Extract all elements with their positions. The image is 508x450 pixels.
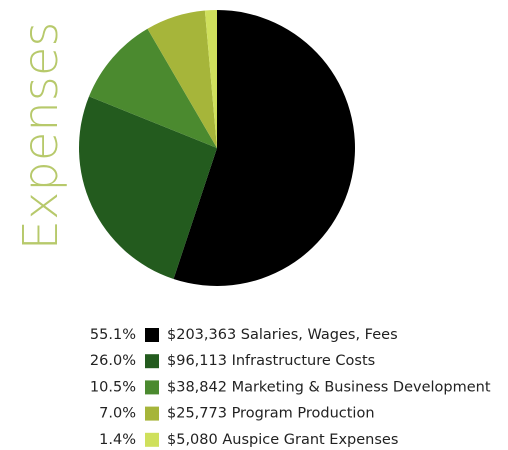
legend-swatch bbox=[145, 354, 159, 369]
legend-label: $96,113 Infrastructure Costs bbox=[167, 353, 375, 369]
pie-slice bbox=[79, 96, 217, 279]
legend-label: $25,773 Program Production bbox=[167, 406, 375, 422]
legend-label: $5,080 Auspice Grant Expenses bbox=[167, 432, 398, 448]
legend-percent: 26.0% bbox=[90, 353, 136, 369]
legend-percent: 55.1% bbox=[90, 327, 136, 343]
pie-slice bbox=[147, 10, 217, 148]
pie-slice bbox=[173, 10, 355, 286]
legend-swatch bbox=[145, 406, 159, 421]
legend-swatch bbox=[145, 380, 159, 395]
chart-title: Expenses bbox=[13, 22, 69, 251]
pie-slice bbox=[204, 10, 217, 148]
legend-label: $38,842 Marketing & Business Development bbox=[167, 379, 491, 395]
legend-percent: 7.0% bbox=[99, 406, 136, 422]
legend-swatch bbox=[145, 432, 159, 447]
legend-percent: 1.4% bbox=[99, 432, 136, 448]
legend-swatch bbox=[145, 328, 159, 342]
legend-label: $203,363 Salaries, Wages, Fees bbox=[167, 327, 398, 343]
legend-percent: 10.5% bbox=[90, 379, 136, 395]
pie-slice bbox=[89, 28, 217, 149]
